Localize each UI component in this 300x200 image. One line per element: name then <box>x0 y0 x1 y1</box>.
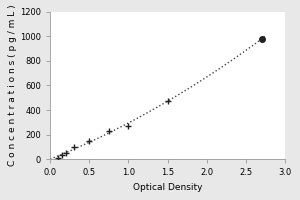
X-axis label: Optical Density: Optical Density <box>133 183 202 192</box>
Y-axis label: C o n c e n t r a t i o n s ( p g / m L ): C o n c e n t r a t i o n s ( p g / m L … <box>8 5 17 166</box>
